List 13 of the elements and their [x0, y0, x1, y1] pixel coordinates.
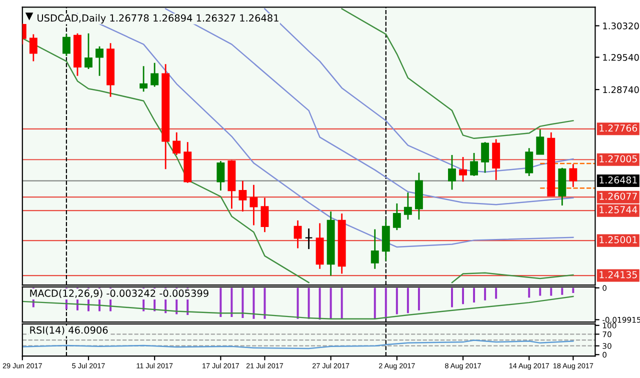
text: USDCAD,Daily 1.26778 1.26894 1.26327 1.26481 [38, 14, 278, 24]
y-tick-label: 1.28740 [603, 86, 639, 94]
y-tick-label: 1.30320 [603, 22, 639, 30]
chart-title: MACD(12,26,9) -0.003242 -0.005399 [30, 289, 208, 298]
ref-line-label: 1.26481 [600, 176, 637, 184]
ref-line-label: 1.26077 [600, 192, 637, 200]
ref-line-label: 1.27766 [600, 124, 638, 132]
ref-line-label: 1.25744 [600, 206, 638, 214]
chart-title: RSI(14) 46.0906 [30, 326, 108, 335]
ref-line-label: 1.24135 [600, 271, 637, 278]
ref-line-label: 1.27005 [600, 155, 637, 162]
y-tick-label: 1.29540 [603, 54, 639, 61]
ref-line-label: 1.25001 [600, 236, 637, 244]
